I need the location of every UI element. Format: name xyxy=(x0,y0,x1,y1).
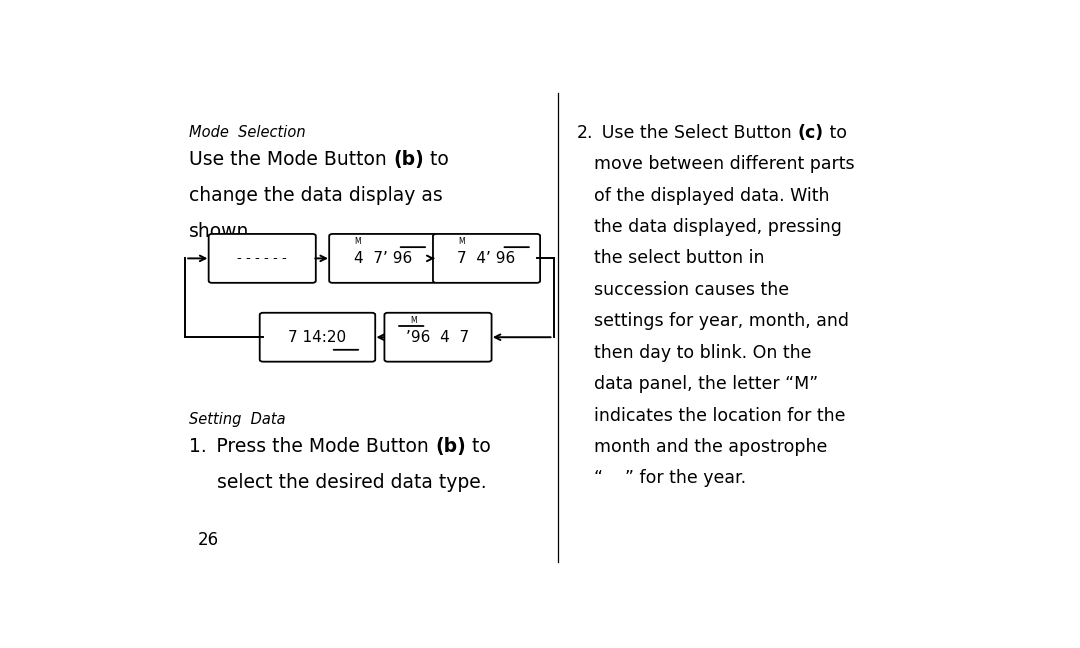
Text: data panel, the letter “M”: data panel, the letter “M” xyxy=(594,375,818,393)
Text: Setting  Data: Setting Data xyxy=(189,412,286,427)
FancyBboxPatch shape xyxy=(208,234,315,283)
Text: the select button in: the select button in xyxy=(594,249,765,268)
Text: settings for year, month, and: settings for year, month, and xyxy=(594,312,849,330)
Text: M: M xyxy=(354,237,361,246)
Text: M: M xyxy=(458,237,465,246)
Text: ’96  4  7: ’96 4 7 xyxy=(406,330,470,345)
Text: to: to xyxy=(824,124,847,142)
Text: Use the Mode Button: Use the Mode Button xyxy=(189,150,393,169)
Text: Mode  Selection: Mode Selection xyxy=(189,125,306,140)
Text: the data displayed, pressing: the data displayed, pressing xyxy=(594,218,841,236)
Text: M: M xyxy=(410,316,417,325)
Text: to: to xyxy=(424,150,448,169)
Text: of the displayed data. With: of the displayed data. With xyxy=(594,187,829,205)
FancyBboxPatch shape xyxy=(329,234,436,283)
Text: indicates the location for the: indicates the location for the xyxy=(594,406,846,424)
Text: select the desired data type.: select the desired data type. xyxy=(216,473,486,492)
Text: 1.: 1. xyxy=(189,437,207,456)
Text: shown.: shown. xyxy=(189,222,256,241)
Text: move between different parts: move between different parts xyxy=(594,155,854,173)
Text: (b): (b) xyxy=(435,437,465,456)
Text: - - - - - -: - - - - - - xyxy=(238,252,287,265)
Text: Press the Mode Button: Press the Mode Button xyxy=(207,437,435,456)
Text: succession causes the: succession causes the xyxy=(594,281,788,299)
Text: to: to xyxy=(465,437,490,456)
FancyBboxPatch shape xyxy=(433,234,540,283)
Text: (c): (c) xyxy=(798,124,824,142)
Text: “    ” for the year.: “ ” for the year. xyxy=(594,469,746,487)
Text: 2.: 2. xyxy=(577,124,593,142)
FancyBboxPatch shape xyxy=(384,313,491,362)
Text: 4  7’ 96: 4 7’ 96 xyxy=(353,251,411,266)
Text: (b): (b) xyxy=(393,150,424,169)
Text: change the data display as: change the data display as xyxy=(189,186,443,205)
Text: month and the apostrophe: month and the apostrophe xyxy=(594,438,827,456)
Text: Use the Select Button: Use the Select Button xyxy=(593,124,798,142)
Text: 26: 26 xyxy=(198,531,219,550)
Text: 7  4’ 96: 7 4’ 96 xyxy=(458,251,515,266)
Text: then day to blink. On the: then day to blink. On the xyxy=(594,343,811,362)
FancyBboxPatch shape xyxy=(259,313,375,362)
Text: 7 14:20: 7 14:20 xyxy=(288,330,347,345)
